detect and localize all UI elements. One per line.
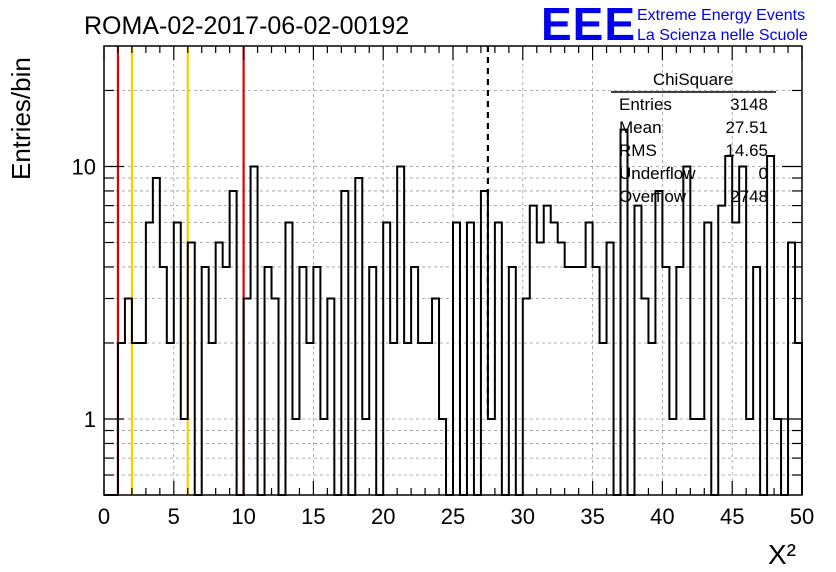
y-tick-label-10: 10 bbox=[72, 154, 96, 179]
x-tick-label-5: 5 bbox=[168, 504, 180, 529]
x-axis-label: X² bbox=[768, 539, 796, 570]
eee-logo-letters: EEE bbox=[541, 0, 636, 50]
y-axis-label: Entries/bin bbox=[6, 57, 36, 180]
x-tick-label-35: 35 bbox=[580, 504, 604, 529]
stat-value-rms: 14.65 bbox=[725, 141, 768, 160]
stats-title: ChiSquare bbox=[653, 70, 733, 89]
run-title: ROMA-02-2017-06-02-00192 bbox=[84, 12, 409, 40]
histogram-outline bbox=[104, 128, 803, 496]
stat-value-overflow: 2748 bbox=[730, 187, 768, 206]
stat-label-rms: RMS bbox=[619, 141, 657, 160]
stat-label-entries: Entries bbox=[619, 95, 672, 114]
eee-logo: EEE Extreme Energy Events La Scienza nel… bbox=[541, 0, 808, 50]
histogram-steps bbox=[104, 128, 803, 496]
axes bbox=[103, 45, 803, 496]
brand-line-2: La Scienza nelle Scuole bbox=[637, 27, 808, 44]
stat-value-entries: 3148 bbox=[730, 95, 768, 114]
x-tick-label-10: 10 bbox=[231, 504, 255, 529]
x-tick-label-15: 15 bbox=[301, 504, 325, 529]
x-tick-label-50: 50 bbox=[790, 504, 814, 529]
tick-labels: 0 5 10 15 20 25 30 35 40 45 50 1 10 bbox=[72, 154, 815, 529]
brand-line-1: Extreme Energy Events bbox=[637, 7, 805, 24]
x-tick-label-30: 30 bbox=[511, 504, 535, 529]
x-tick-label-40: 40 bbox=[650, 504, 674, 529]
stat-value-mean: 27.51 bbox=[725, 118, 768, 137]
stat-label-underflow: Underflow bbox=[619, 164, 696, 183]
x-tick-label-20: 20 bbox=[371, 504, 395, 529]
y-tick-label-1: 1 bbox=[84, 407, 96, 432]
x-tick-label-45: 45 bbox=[720, 504, 744, 529]
stat-label-overflow: Overflow bbox=[619, 187, 687, 206]
x-tick-label-25: 25 bbox=[441, 504, 465, 529]
x-tick-label-0: 0 bbox=[98, 504, 110, 529]
stat-label-mean: Mean bbox=[619, 118, 662, 137]
stat-value-underflow: 0 bbox=[759, 164, 768, 183]
stats-box: ChiSquare Entries 3148 Mean 27.51 RMS 14… bbox=[611, 70, 776, 206]
